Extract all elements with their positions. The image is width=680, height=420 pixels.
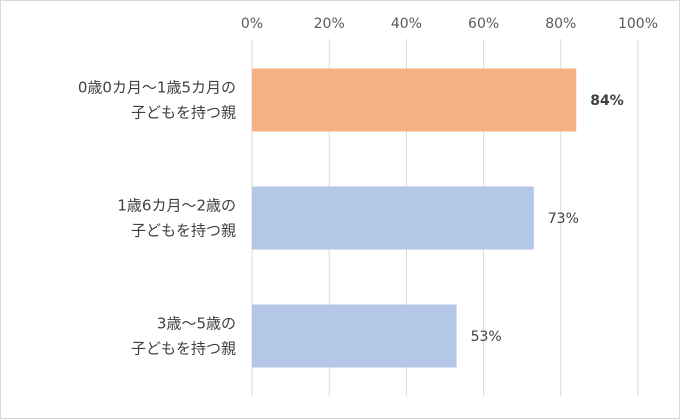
- data-label: 53%: [471, 329, 502, 345]
- category-label-line: 3歳〜5歳の: [157, 315, 236, 333]
- category-label: 0歳0カ月〜1歳5カ月の子どもを持つ親: [78, 79, 236, 122]
- category-label-line: 子どもを持つ親: [131, 222, 236, 240]
- category-label-line: 子どもを持つ親: [131, 340, 236, 358]
- bar: [252, 68, 577, 132]
- x-tick-label: 100%: [618, 16, 658, 32]
- x-tick-label: 20%: [314, 16, 345, 32]
- data-labels: 84% 73% 53%: [471, 93, 624, 345]
- category-label: 3歳〜5歳の子どもを持つ親: [131, 315, 236, 358]
- x-tick-label: 0%: [241, 16, 263, 32]
- category-labels: 0歳0カ月〜1歳5カ月の子どもを持つ親1歳6カ月〜2歳の子どもを持つ親3歳〜5歳…: [78, 79, 236, 358]
- data-label: 73%: [548, 211, 579, 227]
- x-tick-label: 80%: [545, 16, 576, 32]
- x-tick-label: 60%: [468, 16, 499, 32]
- category-label: 1歳6カ月〜2歳の子どもを持つ親: [117, 197, 236, 240]
- category-label-line: 子どもを持つ親: [131, 104, 236, 122]
- bars: [252, 68, 577, 368]
- bar: [252, 186, 534, 250]
- bar: [252, 304, 457, 368]
- category-label-line: 1歳6カ月〜2歳の: [117, 197, 236, 215]
- category-label-line: 0歳0カ月〜1歳5カ月の: [78, 79, 236, 97]
- x-axis-ticks: 0% 20% 40% 60% 80% 100%: [241, 16, 658, 32]
- data-label: 84%: [590, 93, 624, 109]
- x-tick-label: 40%: [391, 16, 422, 32]
